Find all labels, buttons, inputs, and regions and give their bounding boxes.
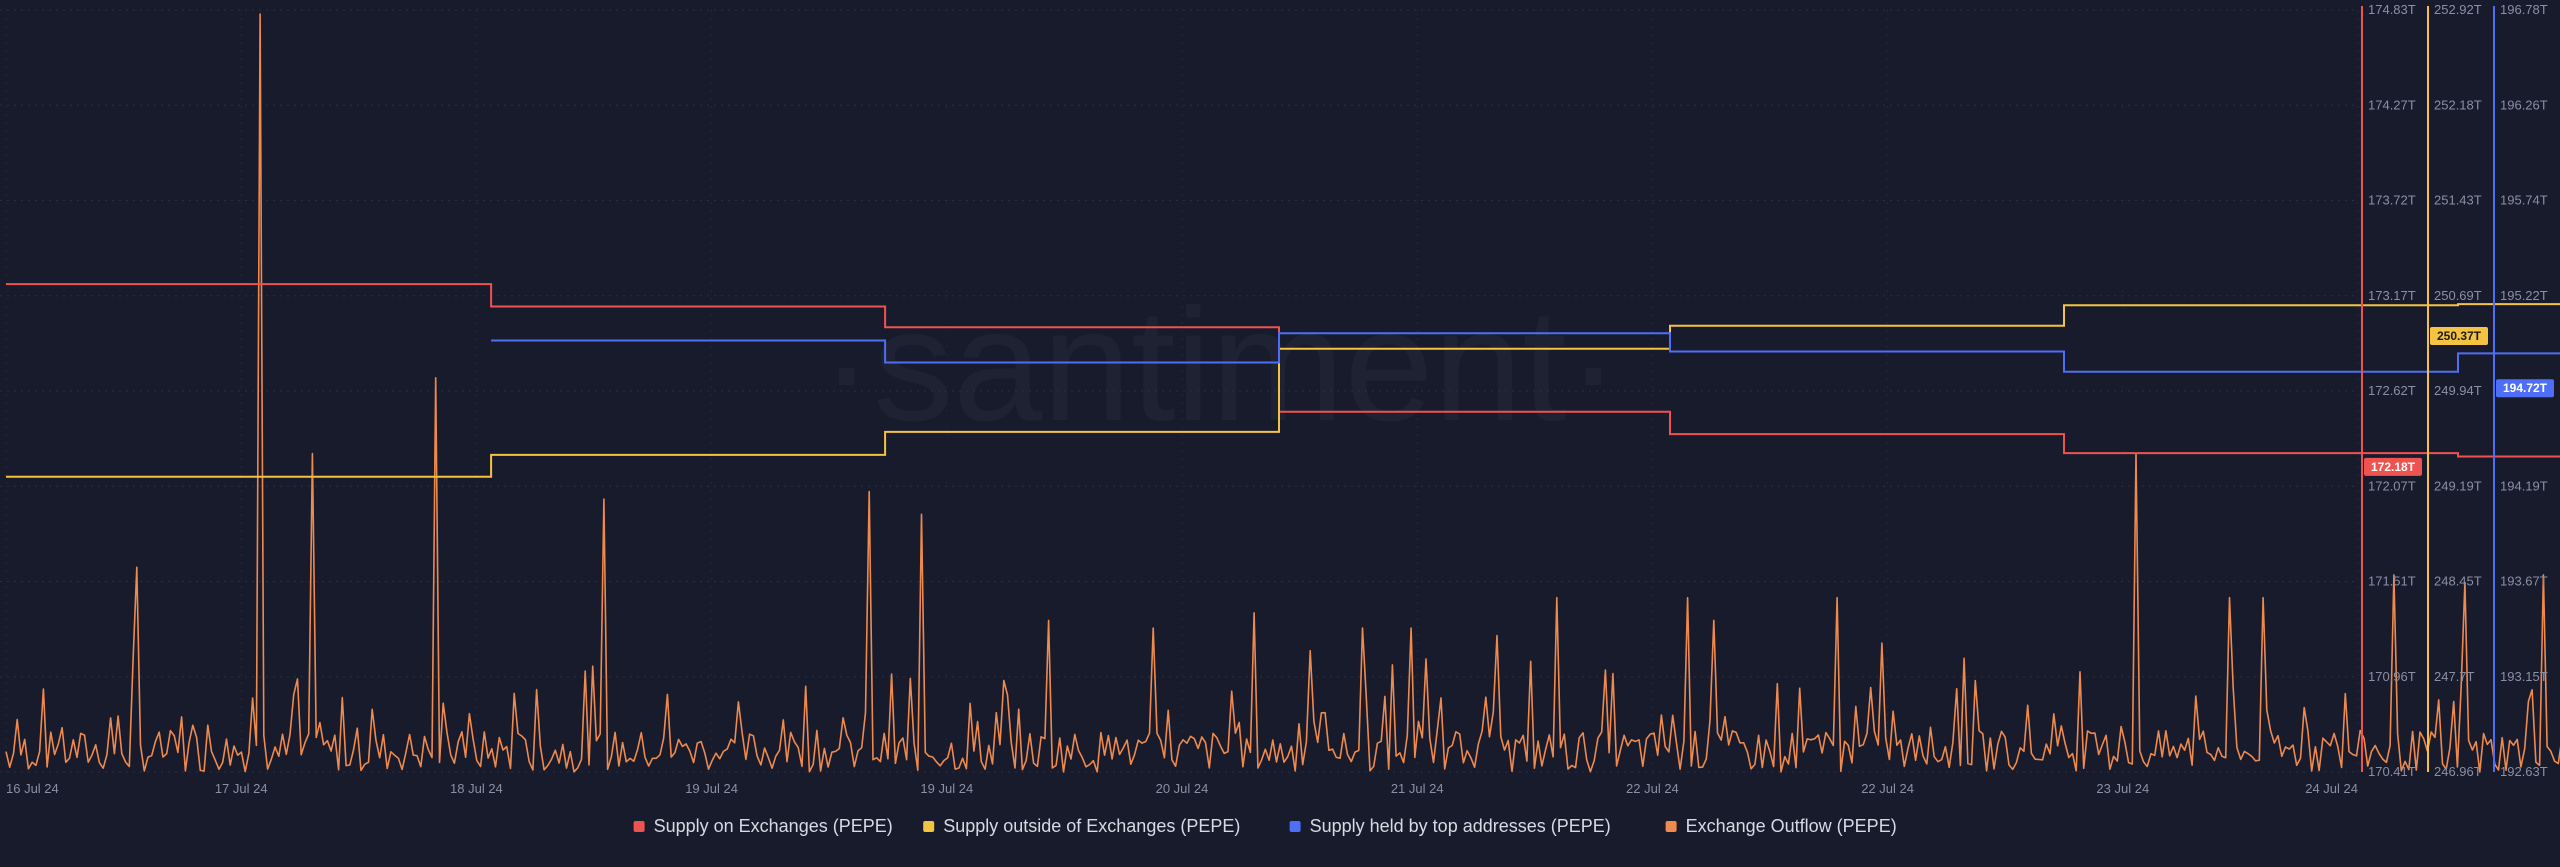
x-axis: 16 Jul 24 17 Jul 24 18 Jul 24 19 Jul 24 19 J… <box>6 781 2358 796</box>
legend-swatch <box>1665 821 1677 832</box>
last-value-badge-text: 250.37T <box>2437 329 2482 343</box>
last-value-badge-text: 194.72T <box>2503 381 2548 395</box>
legend: Supply on Exchanges (PEPE) Supply outside… <box>633 816 1897 836</box>
y-tick-label-right: 193.67T <box>2500 574 2548 589</box>
x-tick-label: 24 Jul 24 <box>2305 781 2358 796</box>
y-tick-label-mid: 248.45T <box>2434 574 2482 589</box>
grid <box>0 9 2359 773</box>
y-tick-label-mid: 249.19T <box>2434 478 2482 493</box>
y-tick-label-mid: 252.18T <box>2434 97 2482 112</box>
y-tick-label-right: 192.63T <box>2500 764 2548 779</box>
last-value-badge-text: 172.18T <box>2371 460 2416 474</box>
last-value-badge <box>2430 327 2488 346</box>
y-tick-label-left: 172.62T <box>2368 383 2416 398</box>
legend-swatch <box>633 821 645 832</box>
y-tick-label-mid: 246.96T <box>2434 764 2482 779</box>
last-value-badge <box>2496 379 2554 398</box>
series-line-exchange-outflow <box>5 13 2560 773</box>
y-tick-label-right: 195.74T <box>2500 193 2548 208</box>
series-layer <box>5 13 2560 773</box>
y-tick-label-right: 196.78T <box>2500 2 2548 17</box>
y-tick-label-left: 172.07T <box>2368 478 2416 493</box>
y-tick-label-left: 174.83T <box>2368 2 2416 17</box>
y-tick-label-right: 194.19T <box>2500 478 2548 493</box>
legend-swatch <box>1289 821 1301 832</box>
legend-label: Supply held by top addresses (PEPE) <box>1310 816 1611 836</box>
series-line-supply-outside-of-exchanges-pepe <box>6 303 2560 478</box>
y-tick-label-right: 195.22T <box>2500 288 2548 303</box>
x-tick-label: 16 Jul 24 <box>6 781 59 796</box>
series-line-supply-held-by-top-addresses-pepe <box>491 332 2560 373</box>
x-tick-label: 22 Jul 24 <box>1626 781 1679 796</box>
x-tick-label: 20 Jul 24 <box>1156 781 1209 796</box>
legend-label: Exchange Outflow (PEPE) <box>1686 816 1897 836</box>
y-tick-label-left: 170.41T <box>2368 764 2416 779</box>
y-tick-label-right: 193.15T <box>2500 669 2548 684</box>
y-tick-label-left: 171.51T <box>2368 574 2416 589</box>
y-tick-label-mid: 249.94T <box>2434 383 2482 398</box>
legend-label: Supply outside of Exchanges (PEPE) <box>943 816 1240 836</box>
y-tick-label-left: 174.27T <box>2368 97 2416 112</box>
y-tick-label-left: 173.17T <box>2368 288 2416 303</box>
x-tick-label: 23 Jul 24 <box>2096 781 2149 796</box>
last-value-badge <box>2364 457 2422 476</box>
watermark: ·santiment· <box>820 275 1620 454</box>
x-tick-label: 19 Jul 24 <box>920 781 973 796</box>
y-tick-label-left: 170.96T <box>2368 669 2416 684</box>
x-tick-label: 21 Jul 24 <box>1391 781 1444 796</box>
y-tick-label-mid: 250.69T <box>2434 288 2482 303</box>
y-tick-label-mid: 251.43T <box>2434 193 2482 208</box>
last-value-badges: 172.18T 250.37T 194.72T <box>2364 327 2554 476</box>
y-tick-label-mid: 247.7T <box>2434 669 2475 684</box>
legend-swatch <box>923 821 935 832</box>
x-tick-label: 19 Jul 24 <box>685 781 738 796</box>
x-tick-label: 18 Jul 24 <box>450 781 503 796</box>
y-tick-label-right: 196.26T <box>2500 97 2548 112</box>
x-tick-label: 17 Jul 24 <box>215 781 268 796</box>
x-tick-label: 22 Jul 24 <box>1861 781 1914 796</box>
y-tick-label-mid: 252.92T <box>2434 2 2482 17</box>
series-line-supply-on-exchanges-pepe <box>6 283 2560 458</box>
legend-label: Supply on Exchanges (PEPE) <box>654 816 893 836</box>
y-tick-label-left: 173.72T <box>2368 193 2416 208</box>
